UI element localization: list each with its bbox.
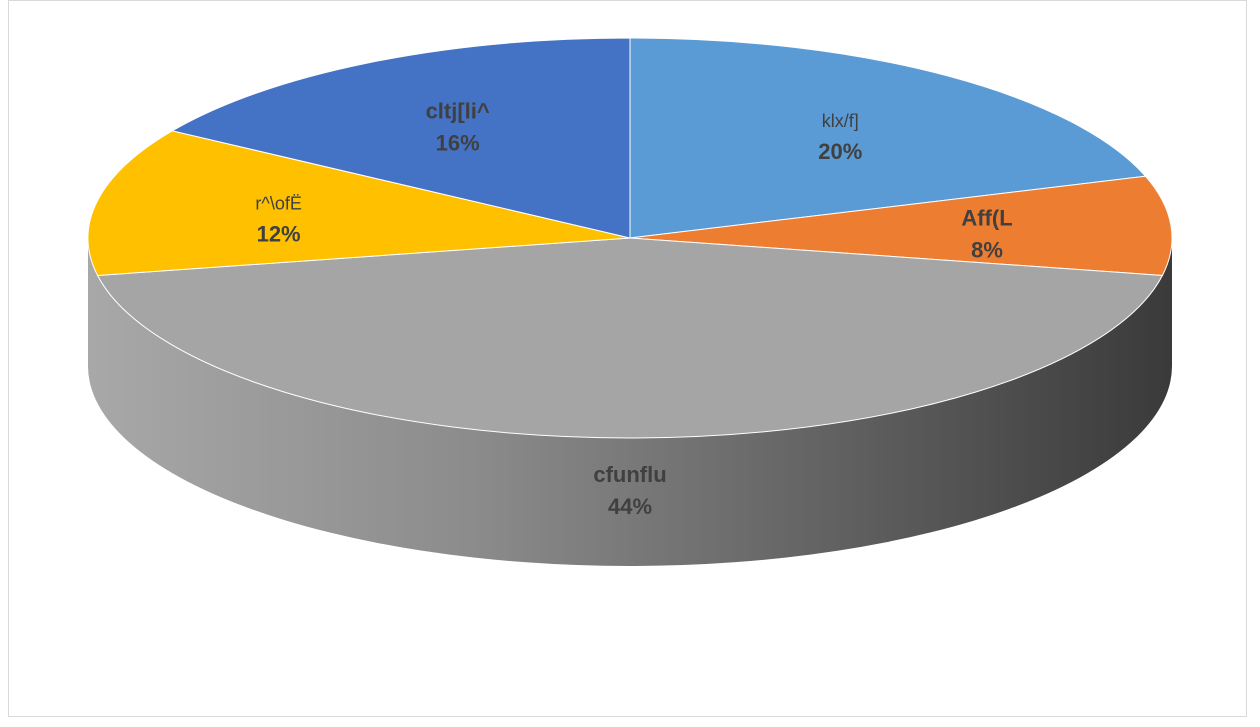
slice-percent-label: 16% — [436, 130, 480, 155]
pie-slice — [96, 237, 1164, 439]
pie-side-walls — [88, 238, 1172, 566]
slice-category-label: cfunflu — [593, 462, 666, 487]
slice-category-label: r^\ofË — [255, 193, 301, 213]
slice-category-label: Aff(L — [961, 206, 1012, 231]
slice-category-label: klx/f] — [822, 111, 859, 131]
slice-percent-label: 8% — [971, 238, 1003, 263]
pie-side-wall — [88, 238, 1172, 566]
slice-category-label: cltj[li^ — [426, 98, 490, 123]
pie-slice — [629, 175, 1173, 276]
slice-percent-label: 12% — [257, 221, 301, 246]
slice-percent-label: 20% — [818, 139, 862, 164]
pie-labels: klx/f] 20% Aff(L 8% cfunflu 44% r^\ofË 12% cltj[… — [255, 98, 1012, 519]
slice-percent-label: 44% — [608, 494, 652, 519]
pie-slices — [87, 37, 1173, 439]
pie-slice — [87, 130, 631, 276]
pie-slice — [629, 37, 1147, 239]
pie-slice — [171, 37, 631, 239]
